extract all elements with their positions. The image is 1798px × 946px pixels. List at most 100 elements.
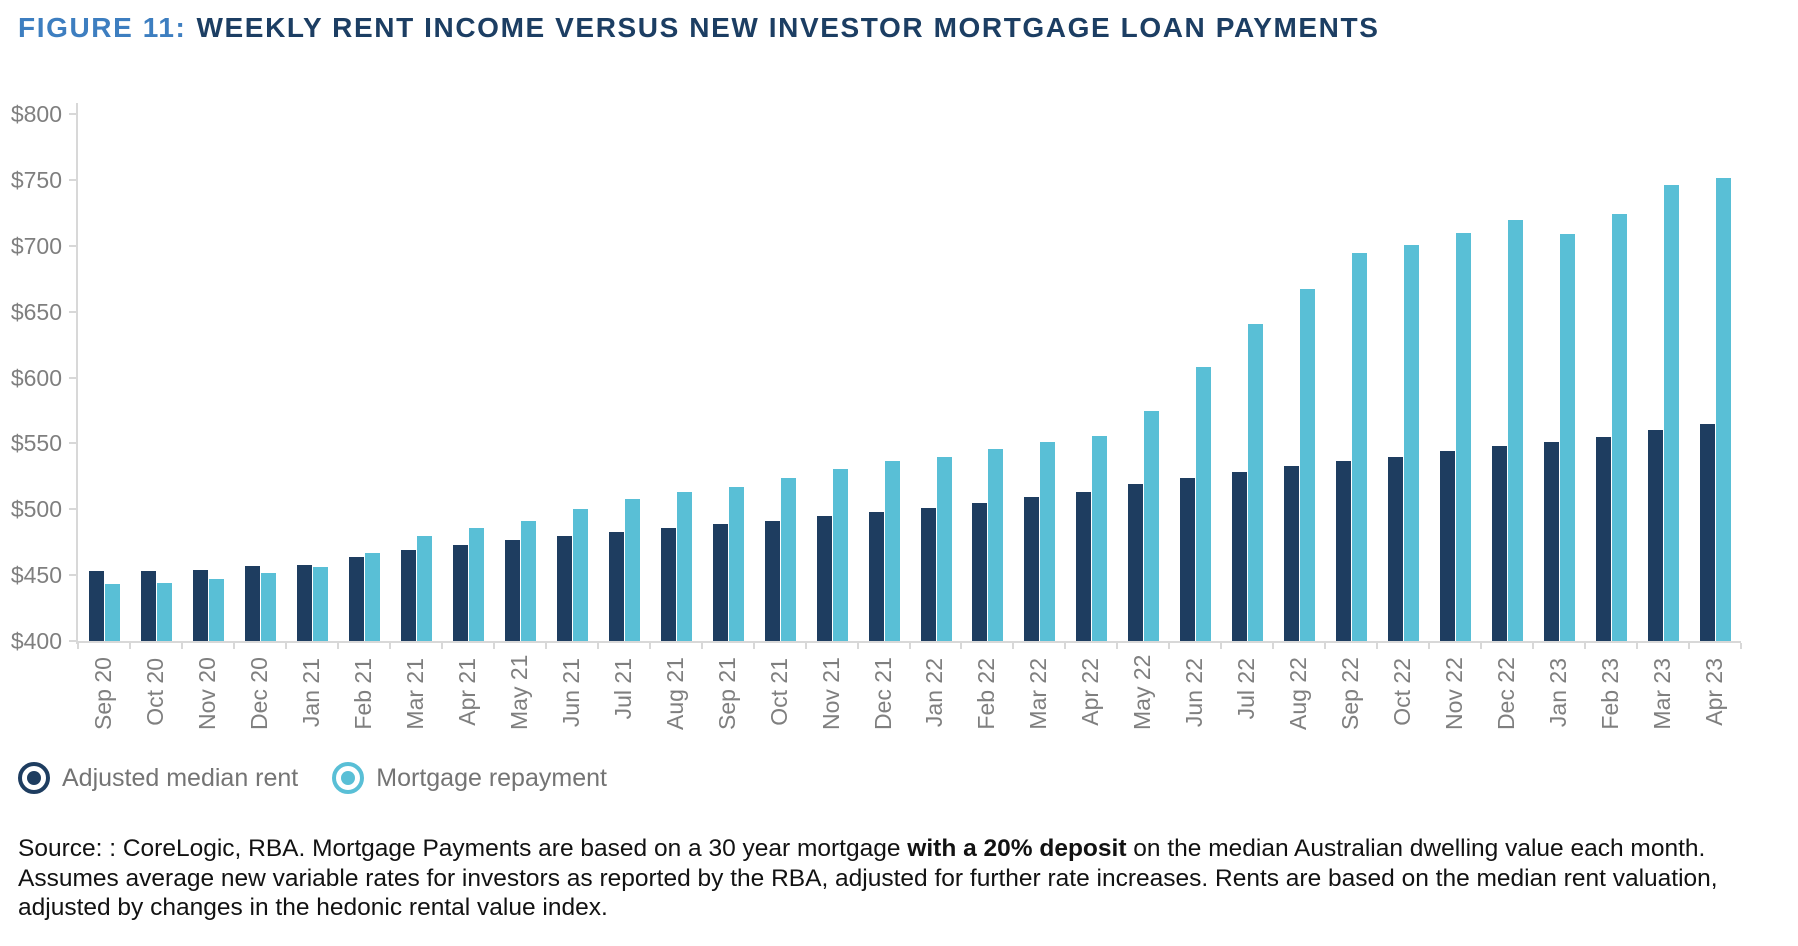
mortgage-series-marker-icon [332, 762, 365, 794]
bar-mortgage-repayment [1352, 252, 1368, 641]
bar-adjusted-median-rent [712, 523, 728, 641]
bar-mortgage-repayment [1664, 185, 1680, 641]
x-tick-label: Sep 20 [89, 657, 116, 730]
x-tick [128, 643, 131, 649]
bar-mortgage-repayment [1560, 234, 1576, 641]
bar-mortgage-repayment [1144, 410, 1160, 641]
figure-number-label: FIGURE 11: [18, 12, 187, 43]
bar-mortgage-repayment [1612, 214, 1628, 641]
y-tick-label: $700 [10, 232, 62, 259]
bar-adjusted-median-rent [348, 556, 364, 641]
y-tick [69, 310, 77, 313]
x-tick [804, 643, 807, 649]
x-tick [960, 643, 963, 649]
bar-adjusted-median-rent [1336, 460, 1352, 641]
y-tick-label: $750 [10, 167, 62, 194]
x-tick-label: Oct 22 [1389, 658, 1416, 726]
y-tick-label: $800 [10, 101, 62, 128]
bar-adjusted-median-rent [1076, 492, 1092, 641]
bar-mortgage-repayment [156, 583, 172, 641]
bar-adjusted-median-rent [1544, 442, 1560, 641]
bar-mortgage-repayment [520, 521, 536, 641]
bar-adjusted-median-rent [296, 564, 312, 641]
x-tick [1584, 643, 1587, 649]
bar-mortgage-repayment [312, 567, 328, 641]
x-tick [1220, 643, 1223, 649]
x-tick-label: May 22 [1129, 654, 1156, 730]
bar-mortgage-repayment [1248, 323, 1264, 641]
x-tick-label: Nov 20 [193, 657, 220, 730]
y-tick-label: $650 [10, 298, 62, 325]
y-tick [69, 376, 77, 379]
bar-adjusted-median-rent [1388, 456, 1404, 641]
bar-adjusted-median-rent [452, 544, 468, 641]
x-tick-label: Mar 23 [1649, 658, 1676, 730]
legend-item-adjusted-median-rent: Adjusted median rent [18, 762, 298, 794]
x-tick [1376, 643, 1379, 649]
x-tick [284, 643, 287, 649]
chart-legend: Adjusted median rent Mortgage repayment [18, 762, 607, 794]
bar-adjusted-median-rent [504, 539, 520, 641]
bar-adjusted-median-rent [1128, 484, 1144, 641]
x-tick-label: Apr 21 [453, 658, 480, 726]
bar-mortgage-repayment [1508, 219, 1524, 641]
bar-adjusted-median-rent [1180, 477, 1196, 641]
bar-mortgage-repayment [988, 448, 1004, 641]
source-text-bold: with a 20% deposit [907, 835, 1127, 862]
y-tick-label: $600 [10, 364, 62, 391]
y-tick [69, 244, 77, 247]
x-tick-label: Mar 21 [401, 658, 428, 730]
x-tick-label: Dec 20 [245, 657, 272, 730]
bar-adjusted-median-rent [868, 511, 884, 641]
x-axis-line [76, 641, 1741, 643]
x-tick [700, 643, 703, 649]
bar-mortgage-repayment [260, 572, 276, 641]
bar-adjusted-median-rent [556, 535, 572, 641]
bar-adjusted-median-rent [608, 531, 624, 641]
x-tick [440, 643, 443, 649]
x-tick [908, 643, 911, 649]
x-tick-label: Aug 21 [661, 657, 688, 730]
x-tick [1428, 643, 1431, 649]
y-axis-line [76, 103, 78, 644]
bar-adjusted-median-rent [816, 515, 832, 641]
bar-mortgage-repayment [1196, 367, 1212, 641]
y-tick-label: $400 [10, 628, 62, 654]
y-tick [69, 113, 77, 116]
source-text-end: on the median Australian dwelling value … [18, 835, 1718, 921]
bar-mortgage-repayment [728, 486, 744, 641]
x-tick-label: Sep 22 [1337, 657, 1364, 730]
x-tick-label: Mar 22 [1025, 658, 1052, 730]
bar-mortgage-repayment [832, 468, 848, 641]
x-tick-label: Aug 22 [1285, 657, 1312, 730]
bar-adjusted-median-rent [660, 527, 676, 641]
bar-mortgage-repayment [936, 456, 952, 641]
bar-adjusted-median-rent [192, 569, 208, 641]
x-tick-label: Oct 21 [765, 658, 792, 726]
x-tick [388, 643, 391, 649]
x-tick [544, 643, 547, 649]
x-tick [1012, 643, 1015, 649]
x-tick [1168, 643, 1171, 649]
legend-item-mortgage-repayment: Mortgage repayment [332, 762, 607, 794]
bar-adjusted-median-rent [764, 521, 780, 641]
source-note: Source: : CoreLogic, RBA. Mortgage Payme… [18, 834, 1784, 923]
x-tick [336, 643, 339, 649]
x-tick-label: Jun 22 [1181, 658, 1208, 728]
bar-adjusted-median-rent [244, 565, 260, 641]
rent-series-marker-icon [18, 762, 50, 794]
x-tick-label: Jul 22 [1233, 658, 1260, 720]
bar-mortgage-repayment [1040, 442, 1056, 641]
x-tick [648, 643, 651, 649]
figure-title: WEEKLY RENT INCOME VERSUS NEW INVESTOR M… [196, 12, 1380, 43]
bar-adjusted-median-rent [1648, 430, 1664, 641]
bar-mortgage-repayment [1300, 289, 1316, 641]
bar-adjusted-median-rent [920, 508, 936, 641]
x-tick-label: Nov 22 [1441, 657, 1468, 730]
legend-label-rent: Adjusted median rent [62, 763, 299, 792]
y-tick-label: $450 [10, 562, 62, 589]
y-tick [69, 574, 77, 577]
x-tick [856, 643, 859, 649]
x-tick [1272, 643, 1275, 649]
